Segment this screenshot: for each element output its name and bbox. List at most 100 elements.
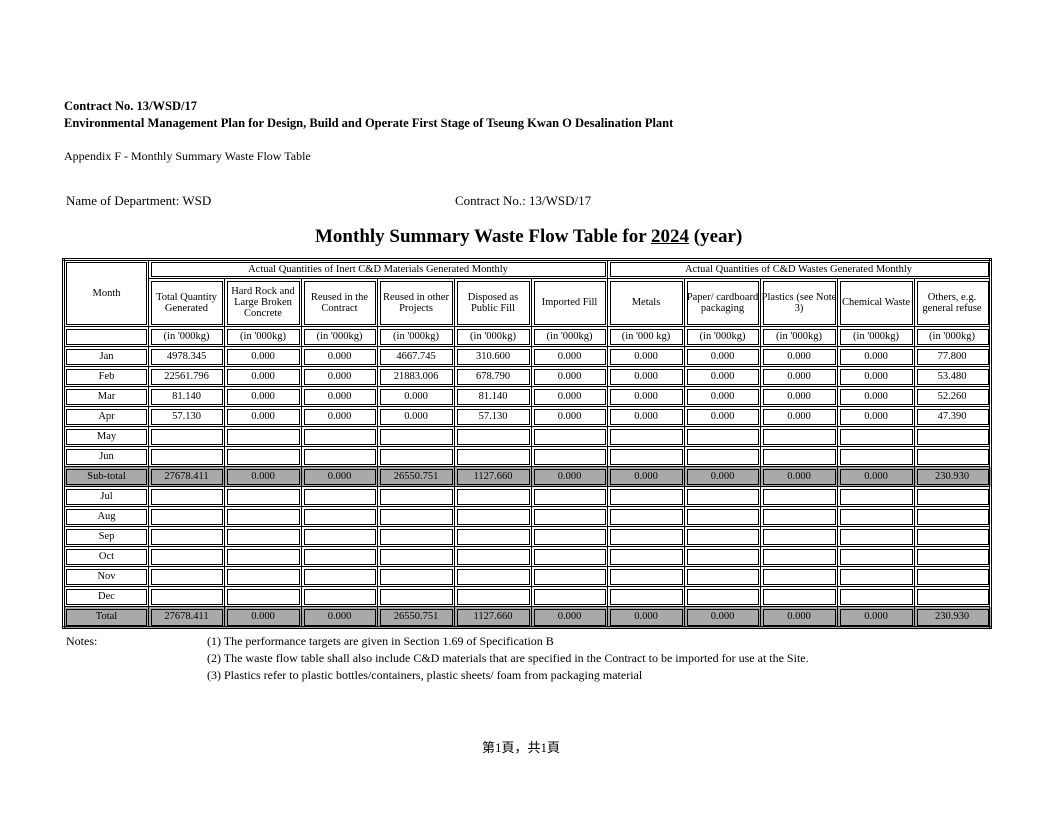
value-cell: 0.000	[760, 346, 838, 367]
value-cell: 0.000	[684, 386, 761, 407]
unit-cell: (in '000kg)	[224, 326, 302, 347]
value-cell	[148, 546, 225, 567]
unit-cell: (in '000 kg)	[607, 326, 685, 347]
value-cell: 0.000	[684, 346, 761, 367]
value-cell	[760, 546, 838, 567]
value-cell	[914, 426, 991, 447]
month-header: Month	[63, 259, 149, 327]
value-cell: 0.000	[760, 386, 838, 407]
month-cell: Jan	[63, 346, 149, 367]
value-cell: 0.000	[837, 606, 915, 628]
unit-blank	[63, 326, 149, 347]
unit-cell: (in '000kg)	[914, 326, 991, 347]
value-cell	[377, 546, 455, 567]
value-cell	[760, 486, 838, 507]
value-cell: 26550.751	[377, 606, 455, 628]
column-header: Total Quantity Generated	[148, 278, 225, 327]
value-cell	[224, 486, 302, 507]
unit-cell: (in '000kg)	[531, 326, 608, 347]
month-cell: May	[63, 426, 149, 447]
value-cell	[607, 426, 685, 447]
value-cell	[607, 506, 685, 527]
table-row: Sep	[63, 526, 991, 547]
value-cell: 0.000	[531, 606, 608, 628]
value-cell	[531, 546, 608, 567]
unit-cell: (in '000kg)	[377, 326, 455, 347]
value-cell	[531, 486, 608, 507]
note-3: (3) Plastics refer to plastic bottles/co…	[207, 668, 643, 682]
month-cell: Nov	[63, 566, 149, 587]
month-cell: Feb	[63, 366, 149, 387]
value-cell	[454, 446, 532, 467]
appendix-heading: Appendix F - Monthly Summary Waste Flow …	[64, 149, 311, 163]
value-cell	[837, 446, 915, 467]
month-cell: Dec	[63, 586, 149, 607]
table-row: Nov	[63, 566, 991, 587]
value-cell	[837, 506, 915, 527]
value-cell: 0.000	[531, 346, 608, 367]
table-row: Jul	[63, 486, 991, 507]
value-cell	[684, 446, 761, 467]
column-header: Disposed as Public Fill	[454, 278, 532, 327]
value-cell: 0.000	[684, 466, 761, 487]
table-title: Monthly Summary Waste Flow Table for 202…	[315, 226, 742, 248]
value-cell	[377, 566, 455, 587]
column-header: Plastics (see Note 3)	[760, 278, 838, 327]
value-cell: 0.000	[837, 366, 915, 387]
value-cell	[837, 586, 915, 607]
value-cell	[148, 526, 225, 547]
value-cell: 21883.006	[377, 366, 455, 387]
value-cell	[914, 546, 991, 567]
value-cell	[760, 506, 838, 527]
contract-number: Contract No.: 13/WSD/17	[455, 193, 592, 208]
value-cell: 0.000	[224, 346, 302, 367]
value-cell	[454, 566, 532, 587]
value-cell: 0.000	[760, 366, 838, 387]
value-cell: 0.000	[224, 386, 302, 407]
value-cell: 0.000	[301, 366, 378, 387]
value-cell: 4978.345	[148, 346, 225, 367]
value-cell: 0.000	[607, 606, 685, 628]
value-cell	[301, 446, 378, 467]
value-cell	[224, 526, 302, 547]
notes-label: Notes:	[66, 634, 98, 648]
value-cell: 0.000	[531, 386, 608, 407]
table-row: Apr 57.130 0.000 0.000 0.000 57.130 0.000 0.000…	[63, 406, 991, 427]
note-1: (1) The performance targets are given in…	[207, 634, 554, 648]
month-cell: Jul	[63, 486, 149, 507]
value-cell	[684, 546, 761, 567]
value-cell: 0.000	[301, 466, 378, 487]
value-cell: 0.000	[224, 466, 302, 487]
value-cell	[531, 426, 608, 447]
department-name: Name of Department: WSD	[66, 193, 212, 208]
month-cell: Sub-total	[63, 466, 149, 487]
value-cell: 0.000	[837, 386, 915, 407]
value-cell: 0.000	[224, 406, 302, 427]
value-cell: 0.000	[607, 386, 685, 407]
value-cell	[531, 526, 608, 547]
value-cell	[454, 586, 532, 607]
value-cell	[301, 566, 378, 587]
value-cell: 0.000	[301, 386, 378, 407]
value-cell	[301, 426, 378, 447]
unit-cell: (in '000kg)	[684, 326, 761, 347]
value-cell	[224, 426, 302, 447]
table-row: Mar 81.140 0.000 0.000 0.000 81.140 0.000 0.000…	[63, 386, 991, 407]
value-cell	[454, 546, 532, 567]
value-cell	[377, 446, 455, 467]
value-cell	[377, 486, 455, 507]
value-cell	[607, 546, 685, 567]
value-cell: 0.000	[377, 386, 455, 407]
value-cell	[148, 586, 225, 607]
value-cell	[531, 586, 608, 607]
value-cell: 0.000	[301, 606, 378, 628]
value-cell	[224, 546, 302, 567]
value-cell	[914, 526, 991, 547]
value-cell: 0.000	[531, 466, 608, 487]
value-cell: 0.000	[301, 346, 378, 367]
inert-group-header: Actual Quantities of Inert C&D Materials…	[148, 259, 608, 279]
value-cell: 1127.660	[454, 466, 532, 487]
value-cell: 0.000	[684, 606, 761, 628]
value-cell	[224, 506, 302, 527]
value-cell	[301, 506, 378, 527]
